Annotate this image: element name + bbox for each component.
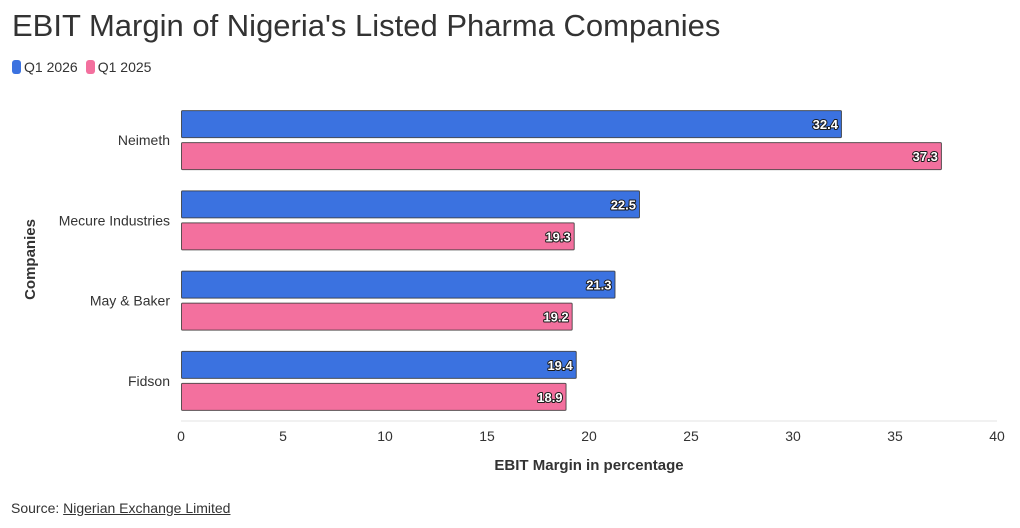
data-label-mecure-industries-q1-2026: 22.5 [611, 197, 636, 212]
bar-mecure-industries-q1-2025 [181, 222, 575, 251]
legend-item-q1-2025[interactable]: Q1 2025 [85, 59, 152, 75]
legend-swatch-q1-2026 [12, 60, 21, 74]
source-prefix: Source: [11, 500, 64, 516]
legend: Q1 2026 Q1 2025 [12, 59, 151, 75]
data-label-mecure-industries-q1-2025: 19.3 [545, 229, 570, 244]
data-label-may-baker-q1-2026: 21.3 [586, 278, 611, 293]
x-tick-label-25: 25 [683, 428, 699, 444]
bar-may-baker-q1-2025 [181, 302, 573, 331]
bar-fidson-q1-2026 [181, 350, 577, 379]
x-tick-label-35: 35 [887, 428, 903, 444]
category-label-mecure-industries: Mecure Industries [59, 212, 170, 228]
data-label-fidson-q1-2025: 18.9 [537, 390, 562, 405]
bar-fidson-q1-2025 [181, 382, 567, 411]
data-label-neimeth-q1-2026: 32.4 [813, 117, 839, 132]
x-tick-label-5: 5 [279, 428, 287, 444]
bar-chart: Neimeth 32.4 37.3 Mecure Industries 22.5 19.3… [22, 110, 1005, 474]
x-tick-label-40: 40 [989, 428, 1005, 444]
x-tick-label-15: 15 [479, 428, 495, 444]
bar-neimeth-q1-2026 [181, 110, 842, 139]
legend-swatch-q1-2025 [85, 60, 95, 74]
x-tick-label-10: 10 [377, 428, 393, 444]
category-label-may-baker: May & Baker [90, 293, 170, 309]
x-tick-label-0: 0 [177, 428, 185, 444]
legend-item-q1-2026[interactable]: Q1 2026 [12, 59, 78, 75]
data-label-neimeth-q1-2025: 37.3 [913, 149, 938, 164]
bar-mecure-industries-q1-2026 [181, 190, 640, 219]
category-label-neimeth: Neimeth [118, 132, 170, 148]
bar-may-baker-q1-2026 [181, 270, 616, 299]
data-label-fidson-q1-2026: 19.4 [547, 358, 573, 373]
x-tick-label-30: 30 [785, 428, 801, 444]
legend-label-q1-2026: Q1 2026 [24, 59, 78, 75]
x-axis-title: EBIT Margin in percentage [494, 457, 683, 474]
x-tick-label-20: 20 [581, 428, 597, 444]
y-axis-title: Companies [22, 219, 39, 300]
chart-title: EBIT Margin of Nigeria's Listed Pharma C… [12, 8, 721, 43]
data-label-may-baker-q1-2025: 19.2 [543, 310, 568, 325]
bar-neimeth-q1-2025 [181, 142, 942, 171]
source-note: Source: Nigerian Exchange Limited [11, 500, 230, 516]
category-label-fidson: Fidson [128, 373, 170, 389]
source-link[interactable]: Nigerian Exchange Limited [63, 500, 231, 516]
legend-label-q1-2025: Q1 2025 [97, 59, 152, 75]
